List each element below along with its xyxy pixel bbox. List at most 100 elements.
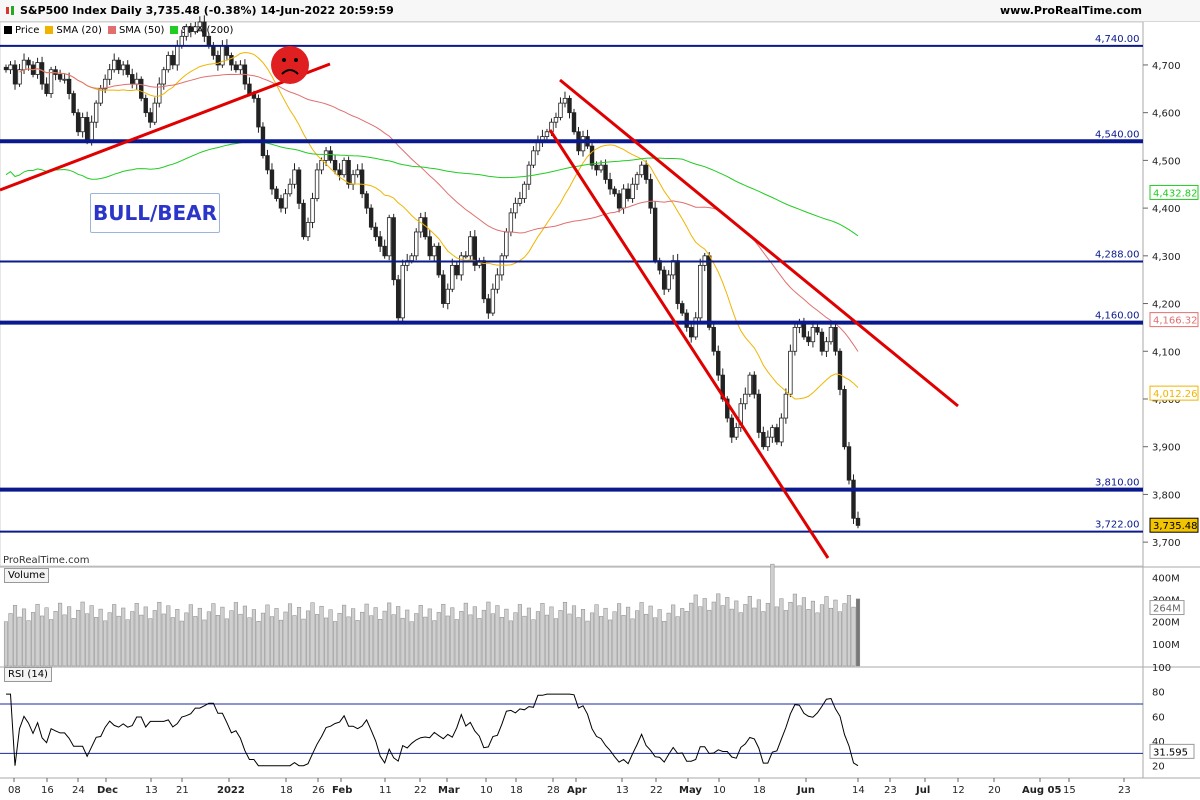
candle-body	[184, 26, 189, 37]
candle-body	[716, 350, 721, 376]
candle-body	[589, 145, 595, 166]
volume-bar	[238, 613, 243, 667]
volume-bar	[269, 616, 275, 667]
volume-bar	[8, 613, 13, 667]
volume-bar	[702, 598, 707, 667]
volume-bar	[716, 593, 721, 667]
volume-bar	[94, 617, 99, 667]
volume-bar	[675, 616, 680, 667]
x-tick-label: 12	[952, 785, 965, 796]
x-tick-label: 23	[884, 785, 897, 796]
y-tick-label: 4,200	[1152, 300, 1181, 311]
legend-item-sma50[interactable]: SMA (50)	[107, 23, 164, 37]
candle-body	[179, 35, 185, 47]
volume-bar	[369, 615, 374, 667]
volume-bar	[851, 606, 856, 667]
x-tick-label: 20	[988, 785, 1001, 796]
legend-item-sma20[interactable]: SMA (20)	[45, 23, 102, 37]
candle-body	[855, 517, 861, 526]
volume-bar	[197, 607, 202, 667]
volume-bar	[71, 618, 76, 667]
x-tick-label: Feb	[332, 785, 352, 796]
volume-bar	[846, 595, 852, 667]
candle-body	[350, 174, 356, 185]
legend-item-price[interactable]: Price	[4, 23, 39, 37]
rsi-line	[6, 693, 859, 767]
volume-bar	[220, 606, 225, 667]
candle-body	[346, 159, 351, 185]
trendline	[548, 129, 830, 559]
candle-body	[247, 83, 252, 94]
volume-bar	[310, 602, 315, 667]
candle-body	[39, 62, 45, 85]
volume-bar	[662, 621, 667, 667]
x-tick-label: Jul	[915, 785, 930, 796]
candle-body	[517, 198, 523, 204]
candle-body	[188, 26, 194, 32]
candle-body	[301, 202, 306, 238]
site-link[interactable]: www.ProRealTime.com	[999, 4, 1142, 17]
volume-bar	[761, 611, 766, 667]
candle-body	[314, 169, 320, 199]
rsi-tag-label: 31.595	[1153, 747, 1188, 758]
candle-body	[693, 317, 698, 338]
candle-body	[256, 97, 261, 128]
volume-bar	[373, 607, 378, 667]
volume-bar	[689, 602, 694, 667]
volume-bar	[490, 613, 495, 667]
volume-bar	[526, 607, 531, 667]
candle-body	[80, 117, 85, 133]
x-tick-label: 22	[414, 785, 427, 796]
volume-bar	[103, 620, 108, 667]
x-tick-label: 21	[176, 785, 189, 796]
volume-bar	[445, 615, 450, 667]
candle-body	[553, 117, 559, 123]
x-tick-label: 26	[312, 785, 325, 796]
volume-bar	[517, 604, 522, 667]
volume-bar	[21, 608, 27, 667]
candle-body	[157, 83, 162, 104]
volume-bar	[463, 602, 468, 667]
volume-bar	[734, 600, 739, 667]
price-tag-label: 4,166.32	[1153, 316, 1198, 327]
volume-bar	[486, 601, 491, 667]
volume-bar	[436, 612, 441, 667]
volume-bar	[693, 594, 698, 667]
candle-body	[508, 212, 514, 233]
volume-bar	[553, 618, 559, 667]
volume-bar	[85, 613, 90, 667]
price-tag	[1149, 517, 1199, 533]
volume-bar	[229, 610, 234, 667]
candle-body	[368, 207, 374, 228]
candle-body	[193, 26, 198, 32]
volume-bar	[265, 604, 270, 667]
volume-bar	[765, 603, 770, 667]
candle-body	[607, 179, 613, 190]
candle-body	[851, 479, 856, 519]
volume-bar	[635, 610, 640, 667]
candle-body	[725, 398, 730, 419]
candle-body	[558, 102, 563, 118]
price-tag	[1149, 312, 1199, 328]
volume-bar	[806, 609, 811, 667]
price-tag	[1149, 385, 1199, 401]
candle-body	[752, 374, 757, 395]
volume-bar	[283, 611, 288, 667]
sma200-line	[5, 140, 859, 237]
candle-body	[107, 69, 112, 80]
x-tick-label: May	[679, 785, 702, 796]
volume-bar	[558, 610, 563, 667]
legend-item-sma200[interactable]: SMA (200)	[170, 23, 233, 37]
candle-body	[833, 327, 838, 352]
volume-bar	[459, 611, 464, 667]
volume-bar	[324, 617, 329, 667]
x-tick-label: 10	[480, 785, 493, 796]
volume-bar	[409, 621, 414, 667]
rsi-tick-label: 40	[1152, 737, 1165, 748]
volume-bar	[522, 615, 527, 667]
volume-bar	[80, 601, 85, 667]
candle-body	[391, 217, 396, 281]
volume-bar	[626, 606, 631, 667]
volume-bar	[657, 609, 662, 667]
